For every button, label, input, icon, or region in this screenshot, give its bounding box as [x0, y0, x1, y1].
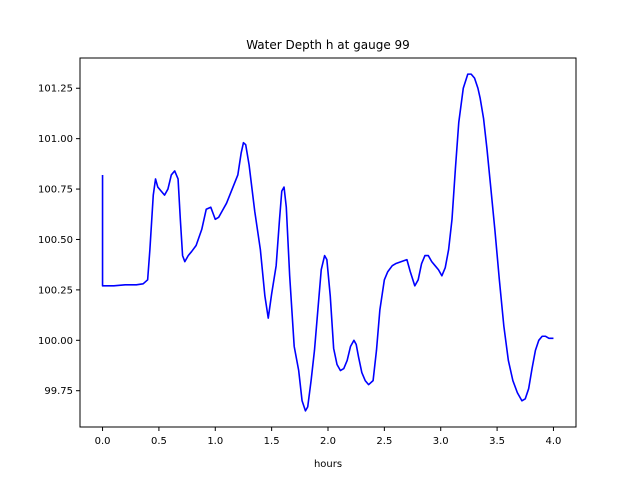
x-tick-label: 3.5	[489, 436, 505, 447]
y-axis: 99.75 100.00 100.25 100.50 100.75 101.00 101.2…	[38, 84, 80, 397]
y-tick-label: 100.50	[38, 235, 73, 246]
axes-frame	[79, 57, 577, 428]
y-tick-label: 100.75	[38, 185, 73, 196]
y-tick-label: 101.00	[38, 134, 73, 145]
x-axis-label: hours	[314, 459, 342, 470]
x-tick-label: 4.0	[546, 436, 562, 447]
x-tick-label: 0.5	[151, 436, 167, 447]
chart-title: Water Depth h at gauge 99	[246, 38, 410, 52]
y-tick-label: 100.25	[38, 285, 73, 296]
x-tick-label: 1.0	[207, 436, 223, 447]
x-axis: 0.0 0.5 1.0 1.5 2.0 2.5 3.0 3.5 4.0	[95, 427, 562, 447]
x-tick-label: 3.0	[433, 436, 449, 447]
plot-area	[101, 73, 554, 412]
x-tick-label: 0.0	[95, 436, 111, 447]
y-tick-label: 100.00	[38, 336, 73, 347]
x-tick-label: 2.5	[376, 436, 392, 447]
series-line-0	[101, 73, 554, 412]
x-tick-label: 1.5	[264, 436, 280, 447]
y-tick-label: 99.75	[44, 386, 73, 397]
x-tick-label: 2.0	[320, 436, 336, 447]
y-tick-label: 101.25	[38, 84, 73, 95]
